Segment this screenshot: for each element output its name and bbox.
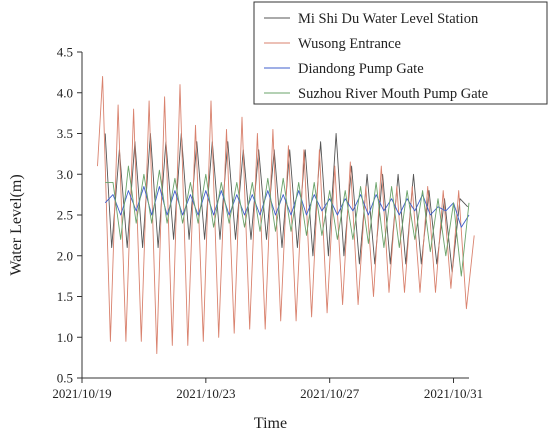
y-tick-label: 3.0	[57, 167, 73, 182]
x-tick-label: 2021/10/19	[52, 386, 111, 401]
y-tick-label: 2.0	[57, 248, 73, 263]
legend-label-1: Mi Shi Du Water Level Station	[298, 11, 479, 27]
ticks-layer: 0.5 1.0 1.5 2.0 2.5 3.0 3.5 4.0 4.5 2021/10/19 202…	[52, 45, 483, 402]
legend-label-3: Diandong Pump Gate	[298, 61, 424, 77]
y-tick-label: 1.0	[57, 330, 73, 345]
y-tick-label: 0.5	[57, 371, 73, 386]
y-tick-label: 2.5	[57, 208, 73, 223]
series-layer	[97, 75, 475, 355]
x-tick-label: 2021/10/27	[300, 386, 360, 401]
legend-label-4: Suzhou River Mouth Pump Gate	[298, 86, 488, 102]
x-tick-label: 2021/10/31	[424, 386, 483, 401]
series-line-2	[97, 75, 475, 355]
y-axis-label: Water Level(m)	[8, 174, 25, 275]
legend-box	[253, 1, 548, 105]
y-tick-label: 3.5	[57, 126, 73, 141]
legend-label-2: Wusong Entrance	[298, 36, 401, 52]
series-line-4	[105, 165, 470, 277]
x-axis-label: Time	[254, 415, 287, 432]
y-tick-label: 1.5	[57, 289, 73, 304]
y-tick-label: 4.0	[57, 85, 73, 100]
y-tick-label: 4.5	[57, 45, 73, 60]
legend: Mi Shi Du Water Level Station Wusong Entr…	[253, 1, 548, 105]
x-tick-label: 2021/10/23	[176, 386, 235, 401]
